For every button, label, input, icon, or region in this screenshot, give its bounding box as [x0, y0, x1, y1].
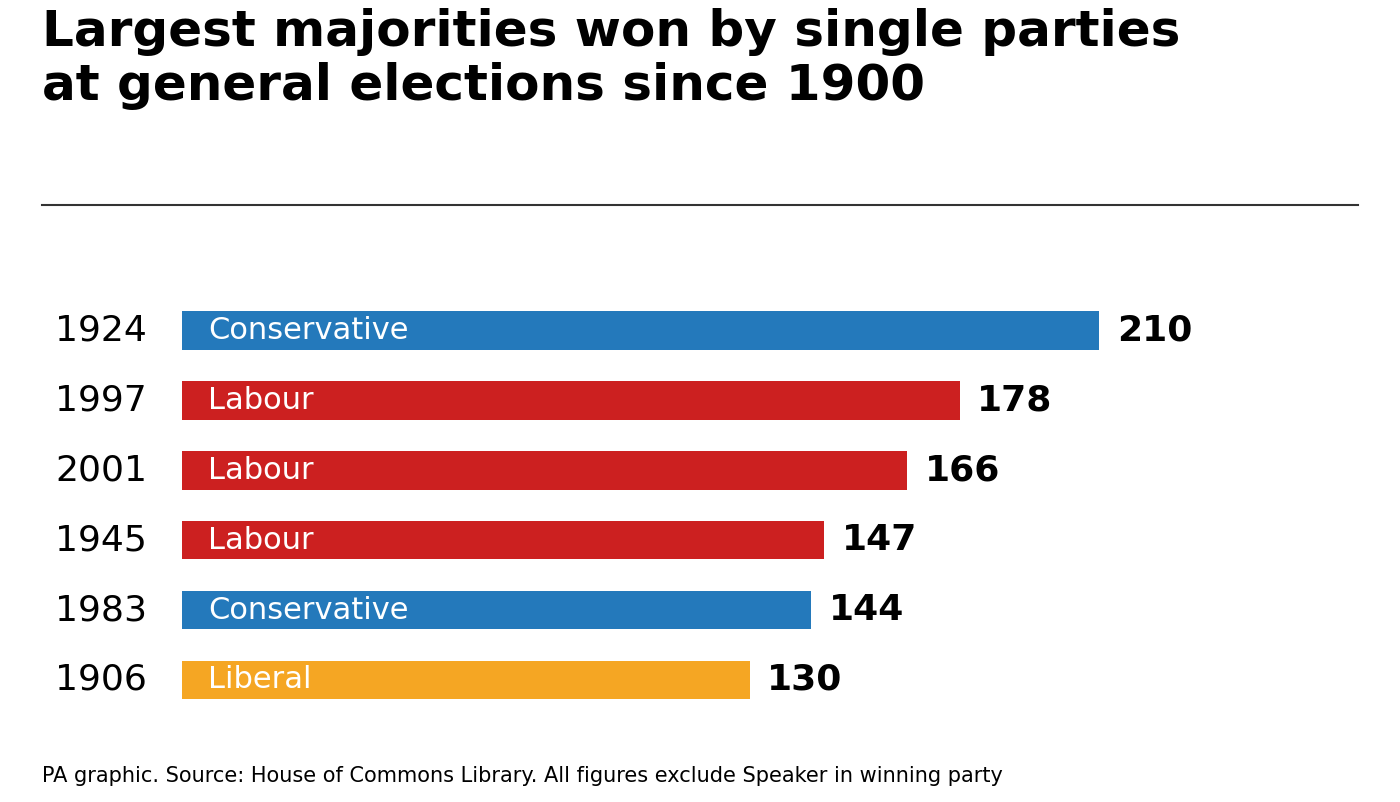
Text: 1906: 1906	[55, 663, 147, 697]
Text: 1924: 1924	[55, 314, 147, 347]
Bar	[182, 311, 1099, 350]
Text: 147: 147	[841, 523, 917, 557]
Text: 130: 130	[767, 663, 843, 697]
Text: 1983: 1983	[55, 593, 147, 627]
Bar	[182, 521, 825, 560]
Text: 178: 178	[977, 383, 1053, 418]
Text: 166: 166	[924, 453, 1000, 488]
Bar	[182, 381, 959, 419]
Bar	[182, 451, 907, 489]
Bar	[182, 591, 811, 630]
Text: Conservative: Conservative	[209, 316, 409, 345]
Text: PA graphic. Source: House of Commons Library. All figures exclude Speaker in win: PA graphic. Source: House of Commons Lib…	[42, 766, 1002, 786]
Text: Labour: Labour	[209, 525, 314, 555]
Text: 210: 210	[1117, 314, 1193, 347]
Text: Labour: Labour	[209, 456, 314, 485]
Text: 1945: 1945	[55, 523, 147, 557]
Text: Liberal: Liberal	[209, 666, 312, 695]
Bar	[182, 661, 750, 699]
Text: 144: 144	[829, 593, 904, 627]
Text: Largest majorities won by single parties
at general elections since 1900: Largest majorities won by single parties…	[42, 8, 1180, 110]
Text: 2001: 2001	[55, 453, 147, 488]
Text: 1997: 1997	[56, 383, 147, 418]
Text: Labour: Labour	[209, 386, 314, 415]
Text: Conservative: Conservative	[209, 596, 409, 625]
